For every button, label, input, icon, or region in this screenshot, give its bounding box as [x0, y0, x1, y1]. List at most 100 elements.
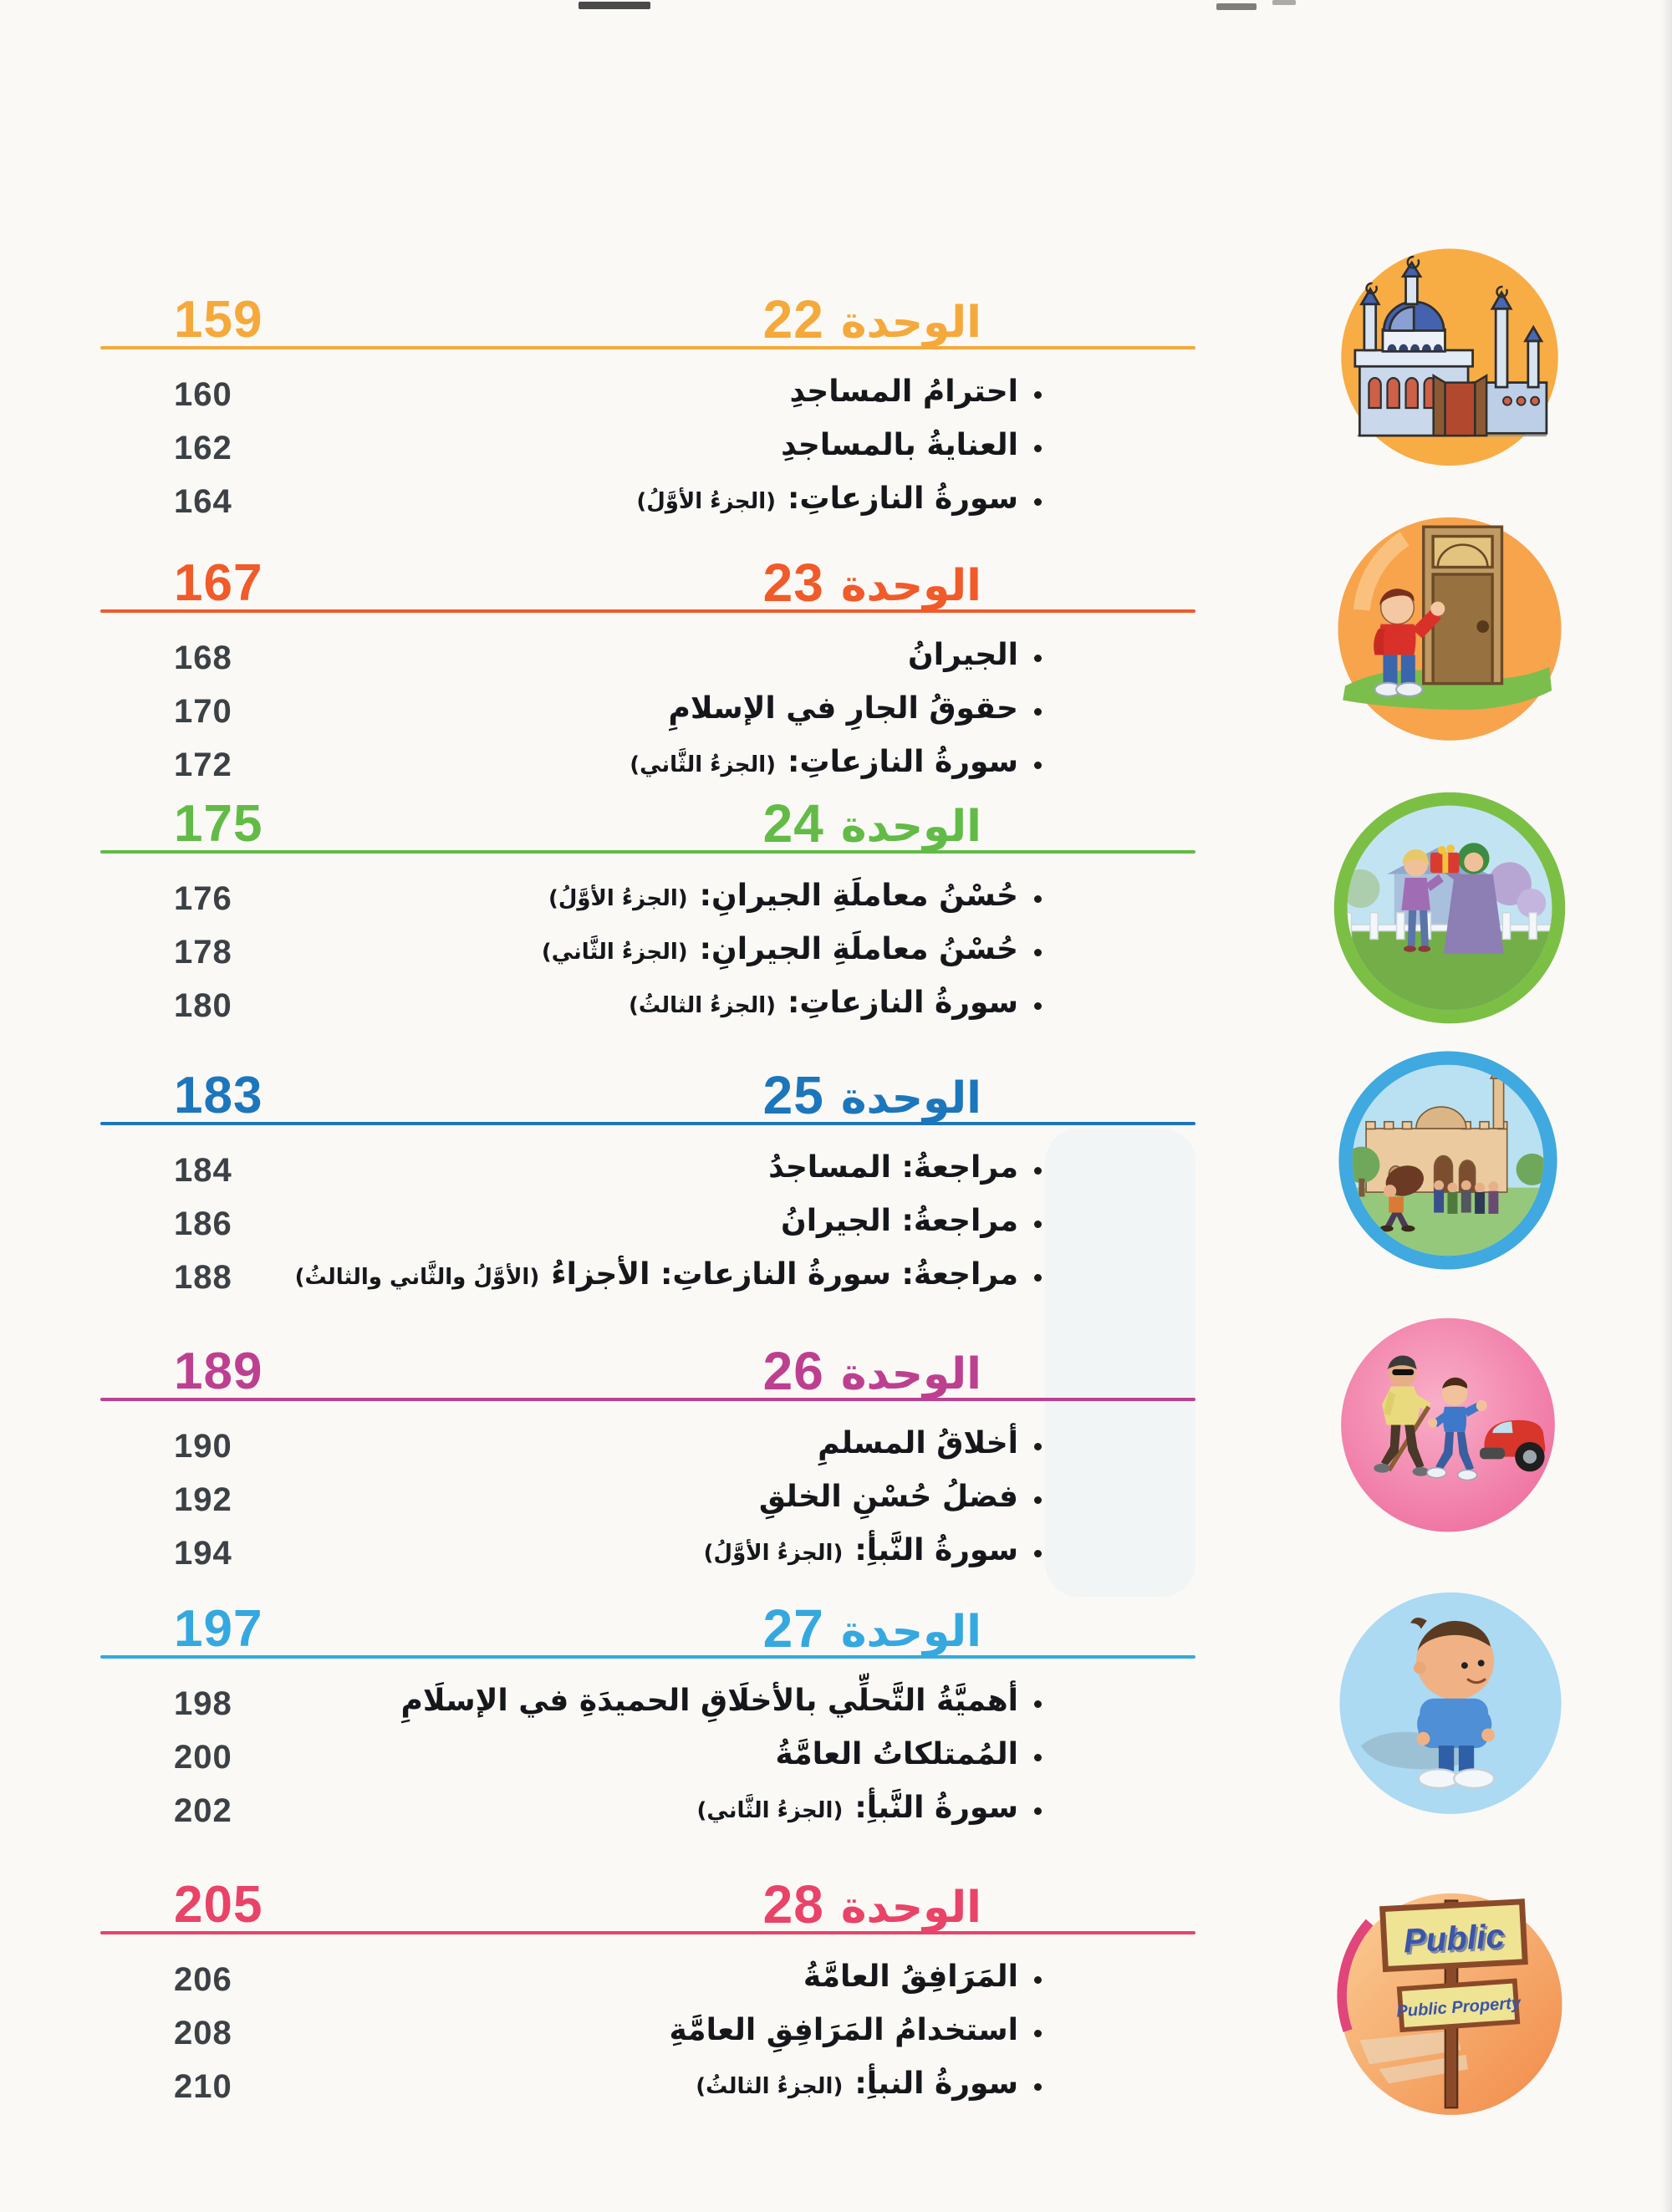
- unit-items: 206 المَرَافِقُ العامَّةُ 208 استخدامُ ا…: [100, 1956, 1195, 2117]
- neighbors-gift-illustration: [1329, 787, 1570, 1028]
- toc-row: 198 أهميَّةُ التَّحلِّي بالأخلَاقِ الحمي…: [100, 1680, 1195, 1734]
- toc-row: 170 حقوقُ الجارِ في الإسلامِ: [100, 688, 1195, 742]
- item-page-number: 192: [174, 1481, 232, 1518]
- bullet-icon: [1034, 2083, 1042, 2091]
- unit-start-page: 197: [174, 1600, 263, 1658]
- item-page-number: 198: [174, 1685, 232, 1722]
- toc-row: 202 سورةُ النَّبأِ:(الجزءُ الثَّاني): [100, 1787, 1195, 1841]
- unit-section-22: 159 الوحدة 22 160 احترامُ المساجدِ 162 ا…: [100, 276, 1195, 532]
- item-page-number: 184: [174, 1152, 232, 1189]
- item-title: احترامُ المساجدِ: [789, 375, 1018, 409]
- toc-row: 188 مراجعةُ: سورةُ النازعاتِ: الأجزاءُ(ا…: [100, 1254, 1195, 1307]
- bullet-icon: [1034, 655, 1042, 662]
- mosque-visitors-illustration: [1334, 1047, 1562, 1274]
- toc-row: 192 فضلُ حُسْنِ الخلقِ: [100, 1476, 1195, 1530]
- unit-divider: [100, 1122, 1195, 1125]
- unit-start-page: 159: [174, 291, 263, 349]
- bullet-icon: [1034, 949, 1042, 956]
- item-title: العنايةُ بالمساجدِ: [781, 428, 1018, 462]
- unit-word: الوحدة: [840, 802, 981, 853]
- unit-divider: [100, 609, 1195, 613]
- unit-title: الوحدة 25: [763, 1068, 981, 1122]
- knocking-door-illustration: [1331, 515, 1568, 752]
- unit-word: الوحدة: [840, 1349, 981, 1400]
- unit-title: الوحدة 24: [763, 797, 981, 850]
- item-page-number: 160: [174, 376, 232, 413]
- item-page-number: 186: [174, 1205, 232, 1242]
- item-title: سورةُ النَّبأِ:(الجزءُ الأوَّلُ): [703, 1533, 1018, 1567]
- unit-word: الوحدة: [840, 1607, 981, 1658]
- unit-word: الوحدة: [840, 1883, 981, 1934]
- toc-row: 200 المُمتلكاتُ العامَّةُ: [100, 1734, 1195, 1787]
- unit-number: 28: [762, 1874, 824, 1934]
- toc-row: 164 سورةُ النازعاتِ:(الجزءُ الأوَّلُ): [100, 478, 1195, 532]
- unit-header: 205 الوحدة 28: [100, 1861, 1195, 1931]
- unit-number: 23: [762, 553, 824, 613]
- bullet-icon: [1034, 1700, 1042, 1708]
- unit-divider: [100, 1655, 1195, 1659]
- bullet-icon: [1034, 1167, 1042, 1175]
- toc-row: 162 العنايةُ بالمساجدِ: [100, 425, 1195, 478]
- toc-row: 178 حُسْنُ معاملَةِ الجيرانِ:(الجزءُ الث…: [100, 929, 1195, 982]
- bullet-icon: [1034, 391, 1042, 399]
- scan-artifact: [1272, 0, 1296, 5]
- cartoon-boy-illustration: [1333, 1590, 1568, 1826]
- item-page-number: 176: [174, 880, 232, 917]
- scan-artifact: [1216, 3, 1257, 10]
- unit-divider: [100, 1931, 1195, 1934]
- public-sign-label: Public: [1403, 1916, 1506, 1960]
- bullet-icon: [1034, 1221, 1042, 1228]
- bullet-icon: [1034, 445, 1042, 452]
- unit-start-page: 205: [174, 1876, 263, 1934]
- unit-section-25: 183 الوحدة 25 184 مراجعةُ: المساجدُ 186 …: [100, 1052, 1195, 1307]
- bullet-icon: [1034, 1443, 1042, 1450]
- item-page-number: 168: [174, 640, 232, 676]
- item-title: حقوقُ الجارِ في الإسلامِ: [668, 691, 1018, 726]
- item-title: سورةُ النبأِ:(الجزءُ الثالثُ): [696, 2067, 1018, 2101]
- item-page-number: 172: [174, 747, 232, 783]
- unit-title: الوحدة 22: [763, 293, 981, 346]
- item-title: مراجعةُ: سورةُ النازعاتِ: الأجزاءُ(الأوَ…: [294, 1257, 1018, 1292]
- item-page-number: 188: [174, 1259, 232, 1296]
- scan-artifact: [1660, 0, 1672, 2212]
- item-page-number: 162: [174, 430, 232, 466]
- toc-row: 180 سورةُ النازعاتِ:(الجزءُ الثالثُ): [100, 982, 1195, 1036]
- item-title: فضلُ حُسْنِ الخلقِ: [758, 1480, 1018, 1514]
- toc-row: 168 الجيرانُ: [100, 635, 1195, 688]
- item-title: حُسْنُ معاملَةِ الجيرانِ:(الجزءُ الأوَّل…: [548, 879, 1018, 913]
- unit-items: 190 أخلاقُ المسلمِ 192 فضلُ حُسْنِ الخلق…: [100, 1423, 1195, 1583]
- item-title: مراجعةُ: الجيرانُ: [780, 1204, 1018, 1238]
- toc-row: 194 سورةُ النَّبأِ:(الجزءُ الأوَّلُ): [100, 1530, 1195, 1583]
- unit-items: 176 حُسْنُ معاملَةِ الجيرانِ:(الجزءُ الأ…: [100, 875, 1195, 1036]
- toc-row: 206 المَرَافِقُ العامَّةُ: [100, 1956, 1195, 2010]
- item-page-number: 200: [174, 1739, 232, 1776]
- item-page-number: 210: [174, 2068, 232, 2105]
- bullet-icon: [1034, 1002, 1042, 1010]
- item-title: سورةُ النازعاتِ:(الجزءُ الثَّاني): [630, 745, 1018, 779]
- mosque-illustration: [1334, 244, 1565, 475]
- unit-header: 175 الوحدة 24: [100, 780, 1195, 850]
- toc-row: 210 سورةُ النبأِ:(الجزءُ الثالثُ): [100, 2063, 1195, 2117]
- unit-title: الوحدة 28: [763, 1878, 981, 1931]
- bullet-icon: [1034, 1274, 1042, 1282]
- unit-number: 27: [762, 1598, 824, 1659]
- unit-number: 22: [762, 289, 824, 349]
- item-title: استخدامُ المَرَافِقِ العامَّةِ: [669, 2013, 1018, 2047]
- bullet-icon: [1034, 1496, 1042, 1504]
- scan-artifact: [579, 2, 650, 9]
- bullet-icon: [1034, 2030, 1042, 2037]
- unit-items: 184 مراجعةُ: المساجدُ 186 مراجعةُ: الجير…: [100, 1147, 1195, 1307]
- sign-shadow-text: Public: [1404, 1919, 1507, 1962]
- unit-start-page: 175: [174, 795, 263, 853]
- unit-section-28: 205 الوحدة 28 206 المَرَافِقُ العامَّةُ …: [100, 1861, 1195, 2117]
- toc-row: 160 احترامُ المساجدِ: [100, 371, 1195, 425]
- bullet-icon: [1034, 1550, 1042, 1557]
- unit-items: 168 الجيرانُ 170 حقوقُ الجارِ في الإسلام…: [100, 635, 1195, 795]
- unit-number: 26: [762, 1341, 824, 1401]
- item-title: المَرَافِقُ العامَّةُ: [803, 1960, 1018, 1994]
- unit-start-page: 167: [174, 554, 263, 612]
- unit-header: 197 الوحدة 27: [100, 1585, 1195, 1655]
- unit-word: الوحدة: [840, 298, 981, 349]
- bullet-icon: [1034, 895, 1042, 903]
